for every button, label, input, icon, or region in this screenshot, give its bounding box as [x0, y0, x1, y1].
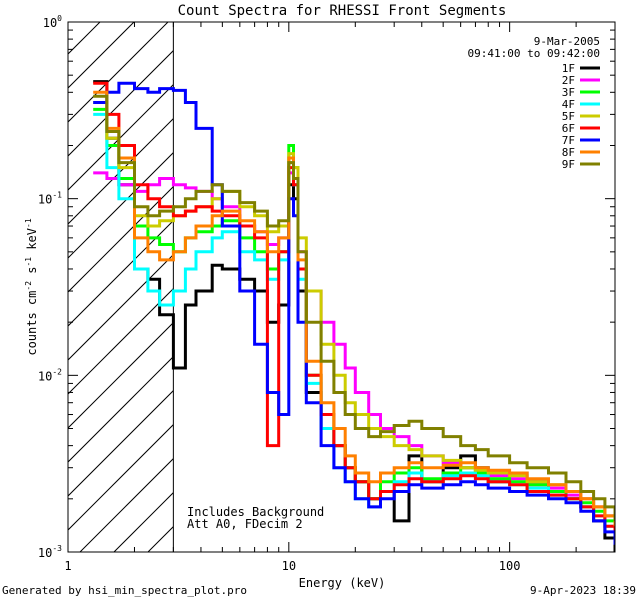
x-tick-label: 100 — [499, 559, 521, 573]
y-axis-label: counts cm-2 s-1 keV-1 — [24, 218, 39, 355]
hatch-stripe — [68, 219, 174, 327]
legend-label-3F: 3F — [562, 86, 575, 99]
legend-label-7F: 7F — [562, 134, 575, 147]
series-layer — [93, 80, 615, 552]
hatched-attenuator-region — [0, 22, 174, 552]
annotation-background: Includes Background — [187, 505, 324, 519]
hatch-stripe — [0, 22, 66, 552]
y-axis: 100 10-1 10-2 10-3 — [38, 14, 615, 560]
hatch-stripe — [68, 389, 174, 497]
legend-label-5F: 5F — [562, 110, 575, 123]
series-9F — [93, 94, 615, 521]
legend-label-1F: 1F — [562, 62, 575, 75]
hatch-stripe — [68, 423, 174, 531]
hatch-stripe — [68, 22, 101, 55]
hatch-stripe — [68, 22, 135, 89]
legend-label-2F: 2F — [562, 74, 575, 87]
y-tick-label: 10-3 — [38, 544, 62, 560]
footer-generated-by: Generated by hsi_min_spectra_plot.pro — [2, 584, 247, 597]
x-axis-label: Energy (keV) — [299, 576, 386, 590]
x-axis: 1 10 100 — [64, 22, 616, 573]
date-label: 9-Mar-2005 — [534, 35, 600, 48]
hatch-stripe — [68, 185, 174, 293]
annotation-attenuator: Att A0, FDecim 2 — [187, 517, 303, 531]
y-tick-label: 10-1 — [38, 191, 62, 207]
time-range-label: 09:41:00 to 09:42:00 — [468, 47, 600, 60]
y-tick-label: 100 — [43, 14, 62, 30]
legend-label-4F: 4F — [562, 98, 575, 111]
hatch-stripe — [79, 457, 174, 552]
legend-label-6F: 6F — [562, 122, 575, 135]
hatch-stripe — [68, 83, 174, 191]
footer-date: 9-Apr-2023 18:39 — [530, 584, 636, 597]
series-7F — [93, 81, 615, 545]
x-tick-label: 10 — [282, 559, 296, 573]
hatch-stripe — [68, 22, 169, 123]
chart-title: Count Spectra for RHESSI Front Segments — [178, 3, 507, 19]
plot-frame — [67, 21, 616, 553]
hatch-stripe — [68, 287, 174, 395]
hatch-stripe — [68, 117, 174, 225]
series-8F — [93, 90, 615, 527]
hatch-stripe — [68, 253, 174, 361]
legend-label-8F: 8F — [562, 146, 575, 159]
hatch-stripe — [68, 49, 174, 157]
legend-label-9F: 9F — [562, 158, 575, 171]
x-tick-label: 1 — [64, 559, 71, 573]
hatch-stripe — [68, 151, 174, 259]
y-tick-label: 10-2 — [38, 367, 62, 383]
